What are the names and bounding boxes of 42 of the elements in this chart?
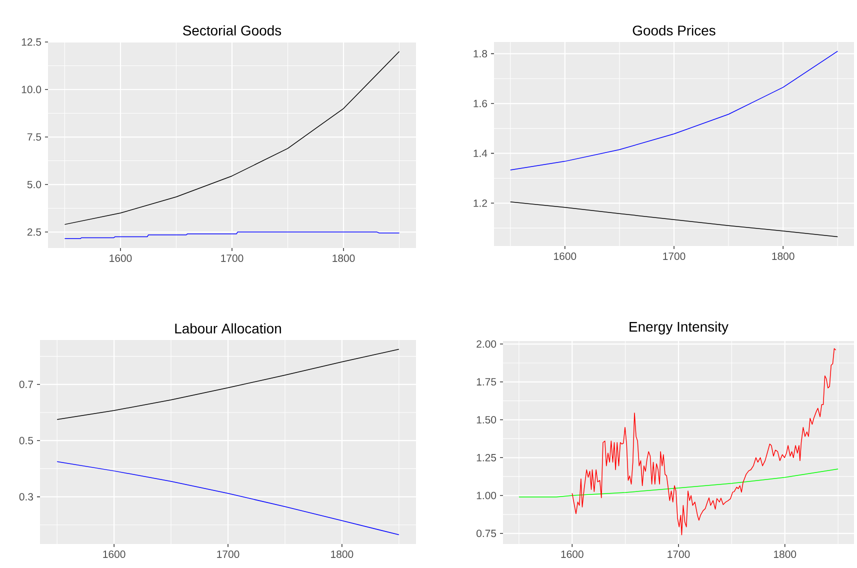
x-tick-label: 1800 bbox=[774, 550, 796, 558]
chart-title: Labour Allocation bbox=[175, 323, 281, 334]
y-tick-label: 12.5 bbox=[22, 38, 42, 46]
y-tick-label: 1.75 bbox=[476, 378, 496, 386]
y-tick-label: 1.8 bbox=[474, 50, 488, 58]
x-tick-label: 1600 bbox=[110, 254, 132, 262]
y-tick-label: 5.0 bbox=[27, 180, 42, 188]
x-tick-label: 1700 bbox=[663, 252, 686, 260]
y-tick-label: 10.0 bbox=[22, 86, 42, 94]
y-tick-label: 0.5 bbox=[19, 436, 34, 444]
line-series bbox=[64, 51, 400, 225]
line-series bbox=[510, 50, 838, 170]
line-series bbox=[56, 348, 400, 420]
chart-title: Sectorial Goods bbox=[183, 25, 282, 36]
y-tick-label: 0.7 bbox=[19, 380, 33, 388]
x-tick-label: 1800 bbox=[331, 550, 354, 558]
y-tick-label: 1.25 bbox=[476, 454, 496, 462]
line-series bbox=[64, 232, 400, 240]
x-tick-label: 1600 bbox=[561, 550, 584, 558]
y-tick-label: 1.2 bbox=[474, 200, 487, 207]
chart-title: Energy Intensity bbox=[630, 321, 728, 334]
y-tick-label: 2.5 bbox=[27, 228, 42, 236]
y-tick-label: 0.75 bbox=[476, 530, 496, 538]
line-series bbox=[56, 461, 400, 536]
x-tick-label: 1700 bbox=[217, 550, 240, 558]
y-tick-label: 1.50 bbox=[476, 416, 496, 424]
y-tick-label: 1.4 bbox=[474, 150, 488, 157]
x-tick-label: 1800 bbox=[772, 252, 794, 260]
y-tick-label: 2.00 bbox=[476, 340, 496, 348]
line-series bbox=[510, 202, 838, 238]
line-series bbox=[518, 468, 838, 498]
x-tick-label: 1600 bbox=[103, 550, 126, 558]
y-tick-label: 7.5 bbox=[27, 133, 42, 141]
line-series bbox=[572, 348, 836, 536]
y-tick-label: 1.6 bbox=[474, 100, 488, 108]
y-tick-label: 1.00 bbox=[476, 492, 496, 500]
x-tick-label: 1700 bbox=[668, 550, 690, 558]
x-tick-label: 1700 bbox=[221, 254, 244, 262]
chart-title: Goods Prices bbox=[632, 25, 716, 36]
y-tick-label: 0.3 bbox=[19, 493, 34, 500]
x-tick-label: 1800 bbox=[332, 254, 355, 262]
x-tick-label: 1600 bbox=[554, 252, 576, 260]
